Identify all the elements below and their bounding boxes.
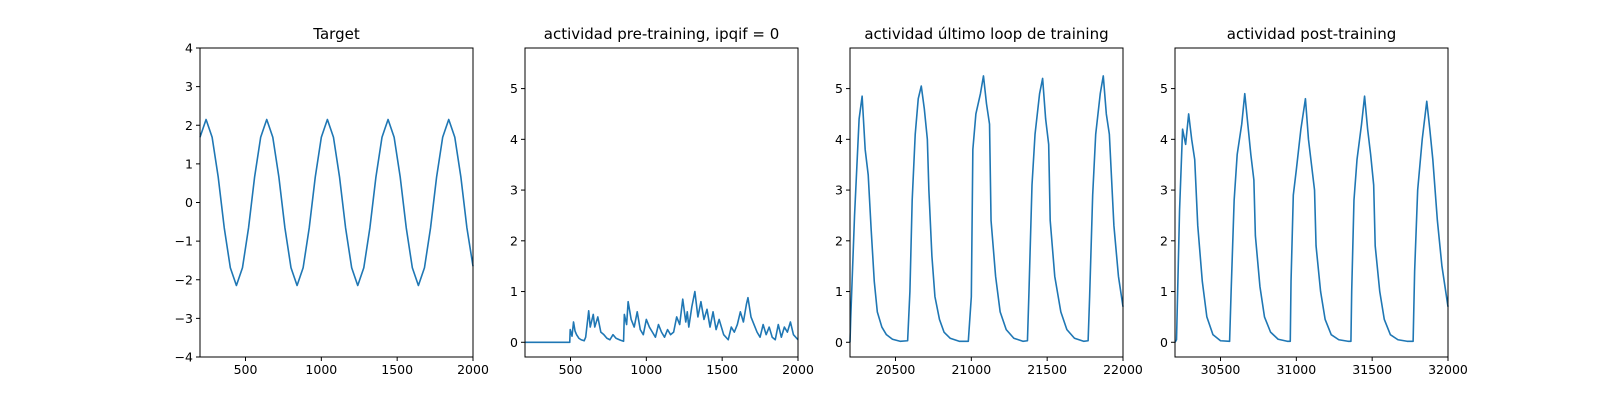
plot-frame — [199, 47, 474, 358]
x-tick-label: 2000 — [782, 362, 814, 377]
y-tick-label: 1 — [185, 156, 193, 171]
y-tick-label: 3 — [185, 79, 193, 94]
y-tick-label: 0 — [185, 195, 193, 210]
y-tick-label: 0 — [510, 335, 518, 350]
y-tick-label: −4 — [175, 350, 193, 365]
y-tick-label: 2 — [510, 233, 518, 248]
series-line — [525, 290, 799, 344]
y-tick-label: 2 — [185, 118, 193, 133]
x-tick-label: 1500 — [706, 362, 738, 377]
x-tick-label: 30500 — [1201, 362, 1241, 377]
y-tick-label: 0 — [1160, 335, 1168, 350]
y-tick-label: −1 — [175, 234, 193, 249]
x-tick-label: 32000 — [1428, 362, 1468, 377]
y-tick-label: 5 — [510, 81, 518, 96]
y-tick-label: 1 — [510, 284, 518, 299]
x-tick-label: 20500 — [876, 362, 916, 377]
chart-title: actividad último loop de training — [864, 25, 1108, 43]
x-tick-label: 500 — [559, 362, 583, 377]
y-tick-label: −2 — [175, 272, 193, 287]
y-tick-label: −3 — [175, 311, 193, 326]
y-tick-label: 5 — [835, 81, 843, 96]
plot-frame — [849, 47, 1124, 358]
series-line — [199, 118, 474, 287]
chart-title: actividad pre-training, ipqif = 0 — [544, 25, 780, 43]
series-line — [1174, 92, 1449, 343]
chart-panel-2: actividad pre-training, ipqif = 0 500 1000… — [510, 25, 814, 377]
y-tick-label: 3 — [510, 183, 518, 198]
chart-title: actividad post-training — [1227, 25, 1396, 43]
y-tick-label: 3 — [835, 183, 843, 198]
y-tick-label: 0 — [835, 335, 843, 350]
x-tick-label: 500 — [234, 362, 258, 377]
y-tick-label: 3 — [1160, 183, 1168, 198]
plot-frame — [524, 47, 799, 358]
x-tick-label: 1500 — [381, 362, 413, 377]
y-tick-label: 5 — [1160, 81, 1168, 96]
x-tick-label: 31500 — [1352, 362, 1392, 377]
y-tick-label: 1 — [1160, 284, 1168, 299]
y-tick-label: 4 — [835, 132, 843, 147]
x-tick-label: 2000 — [457, 362, 489, 377]
y-tick-label: 4 — [510, 132, 518, 147]
y-tick-label: 2 — [835, 233, 843, 248]
y-tick-label: 4 — [185, 41, 193, 56]
x-tick-label: 21000 — [951, 362, 991, 377]
x-tick-label: 21500 — [1027, 362, 1067, 377]
chart-title: Target — [312, 25, 360, 43]
x-tick-label: 31000 — [1276, 362, 1316, 377]
y-tick-label: 4 — [1160, 132, 1168, 147]
series-line — [849, 75, 1124, 343]
x-tick-label: 22000 — [1103, 362, 1143, 377]
x-tick-label: 1000 — [630, 362, 662, 377]
y-tick-label: 2 — [1160, 233, 1168, 248]
x-tick-label: 1000 — [305, 362, 337, 377]
chart-panel-1: Target 500 1000 1500 2000 −4 −3 −2 −1 0 1 2 3 4 — [175, 25, 489, 377]
plot-frame — [1174, 47, 1449, 358]
y-tick-label: 1 — [835, 284, 843, 299]
